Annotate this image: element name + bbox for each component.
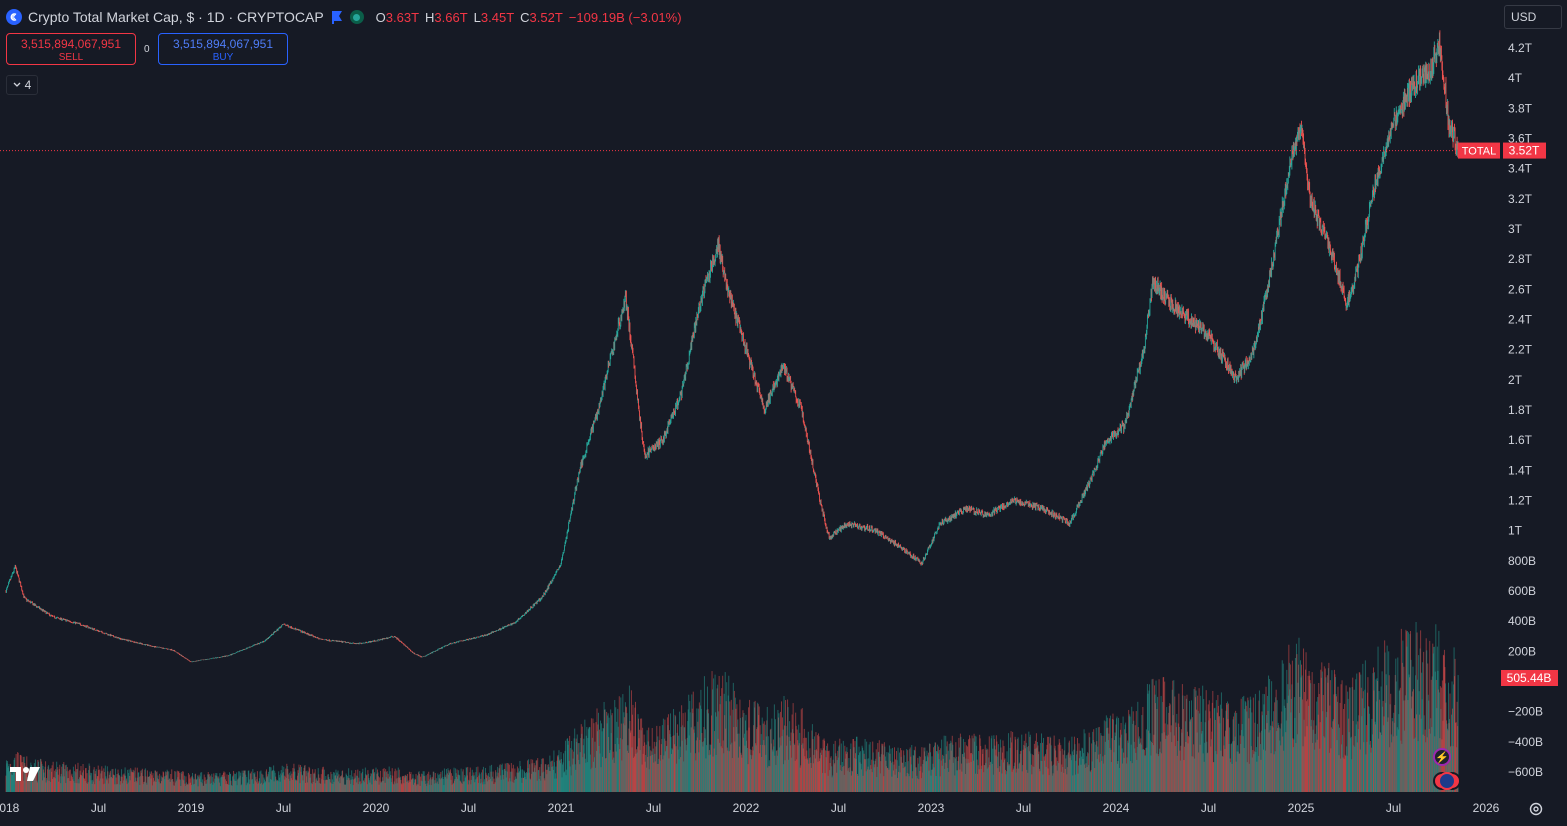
volume-series [5,622,1459,792]
candle-series [5,30,1459,663]
